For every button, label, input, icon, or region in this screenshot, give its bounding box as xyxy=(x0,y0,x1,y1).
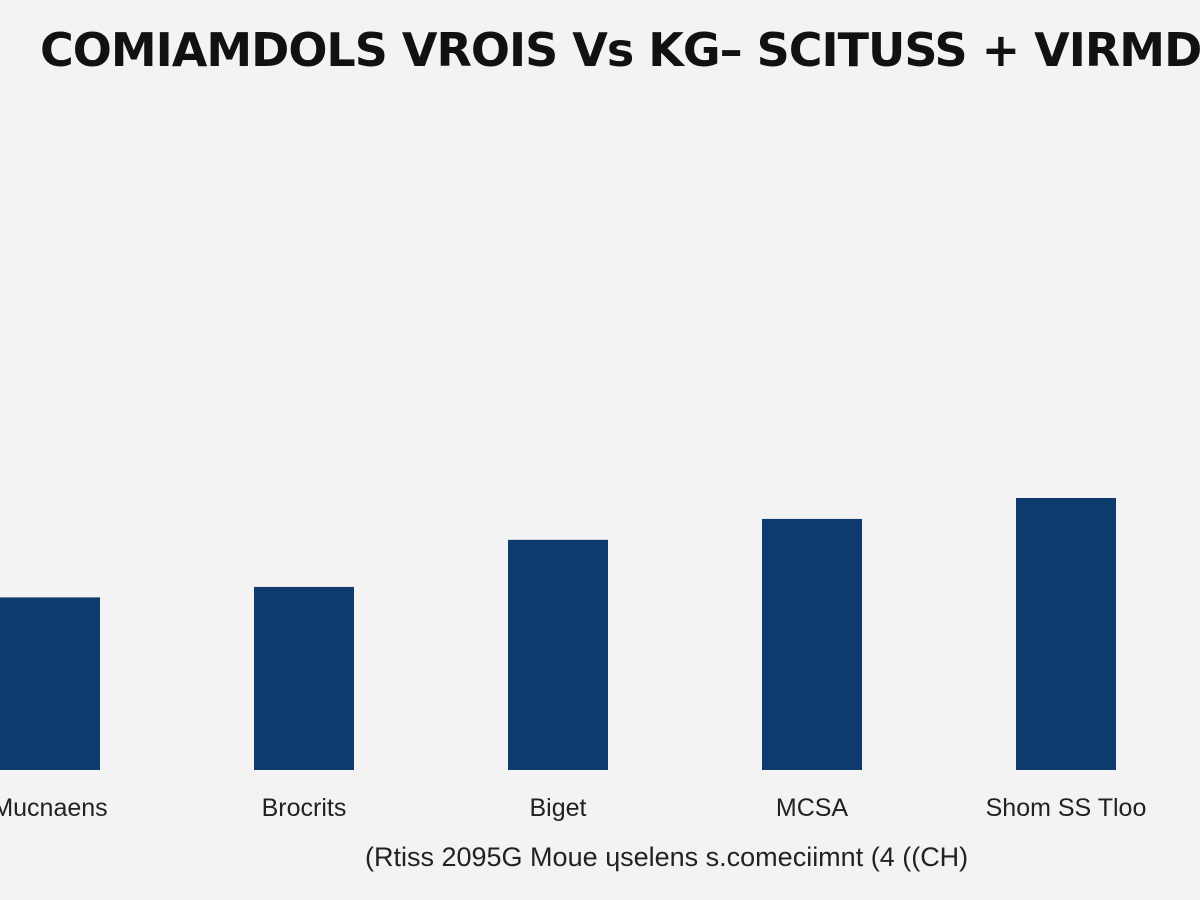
bar-2 xyxy=(508,539,608,770)
bar-4 xyxy=(1016,498,1116,770)
category-label: Brocrits xyxy=(262,794,347,822)
bar-0 xyxy=(0,597,100,770)
category-label: Mucnaens xyxy=(0,794,108,822)
category-label: Shom SS Tloo xyxy=(986,794,1147,822)
category-label: MCSA xyxy=(776,794,849,822)
x-axis-label: (Rtiss 2095G Moue ɥselens s.comeciimnt (… xyxy=(365,842,969,872)
category-label: Biget xyxy=(530,794,587,822)
chart-title: COMIAMDOLS VROIS Vs KG– SCITUSS + VIRMDA… xyxy=(40,23,1200,77)
bar-3 xyxy=(762,518,862,770)
bar-1 xyxy=(254,586,354,770)
